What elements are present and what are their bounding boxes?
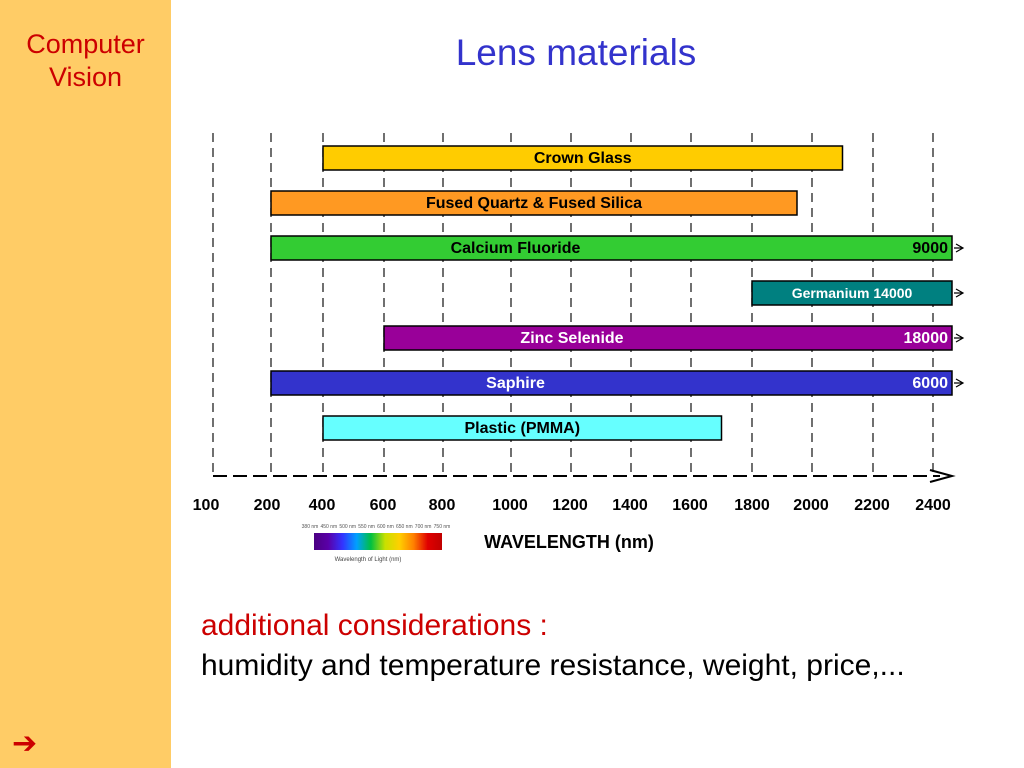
bar-continue-arrow-saphire: [954, 378, 965, 388]
x-tick-label-100: 100: [193, 497, 220, 514]
spectrum-tick-2: 500 nm: [339, 524, 356, 530]
bar-label-calcium-fluoride: Calcium Fluoride: [451, 240, 581, 257]
bar-label-saphire: Saphire: [486, 375, 545, 392]
x-tick-label-1800: 1800: [734, 497, 770, 514]
x-tick-label-600: 600: [370, 497, 397, 514]
spectrum-tick-6: 700 nm: [415, 524, 432, 530]
spectrum-tick-7: 750 nm: [434, 524, 451, 530]
bar-label-crown-glass: Crown Glass: [534, 150, 632, 167]
x-tick-label-1400: 1400: [612, 497, 648, 514]
bar-plastic-pmma: [322, 415, 723, 441]
spectrum-caption: Wavelength of Light (nm): [335, 557, 402, 563]
bar-continue-arrow-calcium-fluoride: [954, 243, 965, 253]
bar-label-fused-quartz-fused-silica: Fused Quartz & Fused Silica: [426, 195, 642, 212]
bar-label-zinc-selenide: Zinc Selenide: [520, 330, 623, 347]
bar-crown-glass: [322, 145, 844, 171]
x-tick-label-1600: 1600: [672, 497, 708, 514]
x-tick-label-1000: 1000: [492, 497, 528, 514]
bar-label-germanium-14000: Germanium 14000: [792, 285, 913, 301]
page-title: Lens materials: [455, 32, 697, 73]
bar-end-label-calcium-fluoride: 9000: [912, 240, 948, 257]
spectrum-tick-0: 380 nm: [302, 524, 319, 530]
spectrum-tick-1: 450 nm: [321, 524, 338, 530]
x-tick-label-200: 200: [254, 497, 281, 514]
x-tick-label-2400: 2400: [915, 497, 951, 514]
x-tick-label-2200: 2200: [854, 497, 890, 514]
bar-end-label-saphire: 6000: [912, 375, 948, 392]
sidebar: Computer Vision ➔: [0, 0, 171, 768]
spectrum-tick-5: 650 nm: [396, 524, 413, 530]
bar-end-label-zinc-selenide: 18000: [904, 330, 949, 347]
bar-continue-arrow-germanium-14000: [954, 288, 965, 298]
x-axis-arrow: [929, 469, 956, 483]
considerations-text: humidity and temperature resistance, wei…: [201, 649, 905, 682]
sidebar-title-line1: Computer: [26, 29, 145, 59]
sidebar-title: Computer Vision: [0, 28, 171, 94]
bar-continue-arrow-zinc-selenide: [954, 333, 965, 343]
spectrum-strip: [314, 533, 442, 550]
spectrum-tick-4: 600 nm: [377, 524, 394, 530]
bar-saphire: [270, 370, 953, 396]
x-tick-label-1200: 1200: [552, 497, 588, 514]
bar-calcium-fluoride: [270, 235, 953, 261]
sidebar-title-line2: Vision: [48, 62, 123, 92]
bar-zinc-selenide: [383, 325, 953, 351]
x-axis-title: WAVELENGTH (nm): [484, 532, 654, 552]
spectrum-tick-3: 550 nm: [358, 524, 375, 530]
bar-label-plastic-pmma: Plastic (PMMA): [464, 420, 580, 437]
x-tick-label-400: 400: [309, 497, 336, 514]
considerations: additional considerations : humidity and…: [201, 606, 905, 686]
next-arrow-icon[interactable]: ➔: [12, 726, 38, 761]
considerations-heading: additional considerations :: [201, 609, 548, 642]
x-tick-label-800: 800: [429, 497, 456, 514]
bar-fused-quartz-fused-silica: [270, 190, 798, 216]
x-tick-label-2000: 2000: [793, 497, 829, 514]
bar-germanium-14000: [751, 280, 953, 306]
